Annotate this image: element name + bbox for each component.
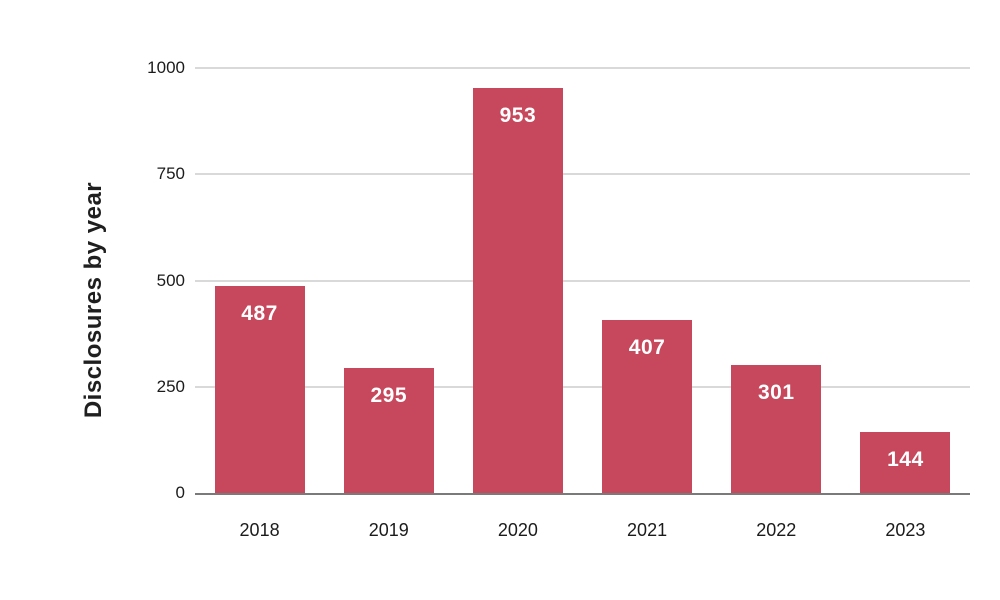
- y-tick-label-500: 500: [156, 270, 185, 290]
- x-axis-tick-labels: 2018 2019 2020 2021 2022 2023: [195, 518, 970, 548]
- gridline-250: [195, 385, 970, 388]
- gridline-1000: [195, 67, 970, 69]
- gridline-750: [195, 173, 970, 176]
- bar-value-label-2021: 407: [628, 336, 666, 360]
- y-tick-label-250: 250: [156, 376, 185, 396]
- gridline-500: [195, 279, 970, 282]
- y-tick-label-1000: 1000: [147, 58, 185, 77]
- bar-2020: 953: [472, 87, 563, 493]
- y-axis-tick-labels: 0 250 500 750 1000: [0, 58, 185, 502]
- bar-2019: 295: [343, 367, 434, 493]
- y-tick-label-0: 0: [175, 483, 185, 502]
- bar-value-label-2019: 295: [370, 383, 408, 407]
- bar-2018: 487: [214, 286, 305, 493]
- x-tick-label-2020: 2020: [497, 520, 538, 540]
- x-tick-label-2019: 2019: [368, 520, 409, 540]
- plot-area: 487 295 953 407 301 144: [195, 67, 970, 495]
- y-tick-label-750: 750: [156, 164, 185, 184]
- x-tick-label-2023: 2023: [885, 520, 926, 540]
- bar-2022: 301: [731, 365, 822, 493]
- bar-value-label-2023: 144: [887, 447, 924, 471]
- bar-2023: 144: [860, 431, 951, 493]
- bar-value-label-2020: 953: [499, 103, 537, 127]
- bar-value-label-2022: 301: [757, 381, 795, 405]
- x-tick-label-2018: 2018: [239, 520, 280, 540]
- bar-2021: 407: [602, 320, 693, 493]
- x-tick-label-2021: 2021: [627, 520, 668, 540]
- bar-value-label-2018: 487: [241, 302, 278, 326]
- x-tick-label-2022: 2022: [756, 520, 797, 540]
